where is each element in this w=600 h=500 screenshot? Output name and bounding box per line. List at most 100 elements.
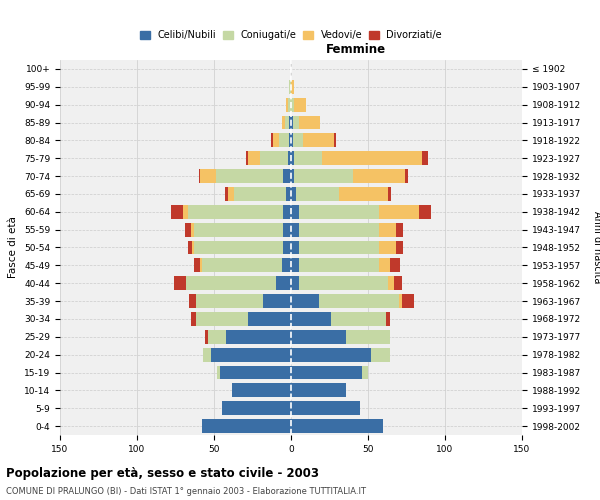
- Bar: [222, 401, 291, 415]
- Bar: [228, 187, 234, 201]
- Bar: [291, 419, 383, 433]
- Bar: [294, 169, 353, 183]
- Bar: [283, 240, 291, 254]
- Bar: [174, 276, 186, 290]
- Bar: [194, 258, 200, 272]
- Bar: [200, 258, 202, 272]
- Bar: [291, 401, 360, 415]
- Bar: [275, 276, 291, 290]
- Bar: [319, 294, 399, 308]
- Bar: [196, 294, 263, 308]
- Bar: [232, 384, 291, 398]
- Bar: [263, 294, 291, 308]
- Text: COMUNE DI PRALUNGO (BI) - Dati ISTAT 1° gennaio 2003 - Elaborazione TUTTITALIA.I: COMUNE DI PRALUNGO (BI) - Dati ISTAT 1° …: [6, 488, 366, 496]
- Bar: [291, 240, 299, 254]
- Bar: [334, 134, 335, 147]
- Bar: [202, 258, 282, 272]
- Text: Femmine: Femmine: [326, 44, 386, 56]
- Bar: [247, 151, 248, 165]
- Bar: [283, 169, 291, 183]
- Bar: [190, 294, 196, 308]
- Bar: [203, 348, 211, 362]
- Bar: [278, 134, 289, 147]
- Bar: [286, 187, 291, 201]
- Bar: [215, 169, 283, 183]
- Bar: [188, 205, 283, 219]
- Bar: [299, 276, 388, 290]
- Bar: [282, 258, 291, 272]
- Bar: [353, 169, 405, 183]
- Bar: [291, 205, 299, 219]
- Bar: [304, 134, 334, 147]
- Bar: [291, 294, 319, 308]
- Bar: [346, 330, 389, 344]
- Bar: [283, 205, 291, 219]
- Bar: [291, 348, 371, 362]
- Bar: [291, 258, 299, 272]
- Bar: [186, 276, 275, 290]
- Bar: [171, 205, 183, 219]
- Bar: [419, 205, 431, 219]
- Bar: [402, 294, 414, 308]
- Bar: [322, 151, 422, 165]
- Bar: [220, 366, 291, 380]
- Bar: [193, 240, 194, 254]
- Bar: [299, 222, 379, 236]
- Bar: [285, 116, 289, 130]
- Bar: [291, 276, 299, 290]
- Bar: [296, 187, 339, 201]
- Bar: [388, 276, 394, 290]
- Bar: [362, 366, 368, 380]
- Bar: [288, 98, 291, 112]
- Bar: [185, 222, 191, 236]
- Bar: [294, 151, 322, 165]
- Bar: [371, 348, 389, 362]
- Text: Popolazione per età, sesso e stato civile - 2003: Popolazione per età, sesso e stato civil…: [6, 468, 319, 480]
- Bar: [234, 187, 286, 201]
- Bar: [291, 134, 293, 147]
- Y-axis label: Fasce di età: Fasce di età: [8, 216, 19, 278]
- Bar: [260, 151, 288, 165]
- Bar: [339, 187, 388, 201]
- Bar: [299, 116, 320, 130]
- Bar: [405, 169, 408, 183]
- Bar: [282, 116, 285, 130]
- Bar: [211, 348, 291, 362]
- Bar: [191, 312, 196, 326]
- Bar: [293, 134, 304, 147]
- Bar: [291, 312, 331, 326]
- Bar: [199, 169, 200, 183]
- Bar: [289, 80, 291, 94]
- Bar: [422, 151, 428, 165]
- Bar: [291, 330, 346, 344]
- Bar: [379, 258, 389, 272]
- Bar: [286, 98, 288, 112]
- Bar: [271, 134, 272, 147]
- Y-axis label: Anni di nascita: Anni di nascita: [592, 212, 600, 284]
- Bar: [294, 98, 307, 112]
- Bar: [288, 151, 291, 165]
- Bar: [291, 116, 293, 130]
- Bar: [272, 134, 278, 147]
- Bar: [399, 294, 402, 308]
- Bar: [217, 366, 220, 380]
- Bar: [291, 151, 294, 165]
- Bar: [379, 205, 419, 219]
- Bar: [248, 151, 260, 165]
- Bar: [225, 187, 228, 201]
- Bar: [289, 134, 291, 147]
- Bar: [291, 187, 296, 201]
- Bar: [291, 169, 294, 183]
- Legend: Celibi/Nubili, Coniugati/e, Vedovi/e, Divorziati/e: Celibi/Nubili, Coniugati/e, Vedovi/e, Di…: [137, 28, 445, 43]
- Bar: [248, 312, 291, 326]
- Bar: [183, 205, 188, 219]
- Bar: [293, 116, 299, 130]
- Bar: [208, 330, 226, 344]
- Bar: [289, 116, 291, 130]
- Bar: [194, 240, 283, 254]
- Bar: [331, 312, 386, 326]
- Bar: [226, 330, 291, 344]
- Bar: [386, 312, 389, 326]
- Bar: [194, 222, 283, 236]
- Bar: [283, 222, 291, 236]
